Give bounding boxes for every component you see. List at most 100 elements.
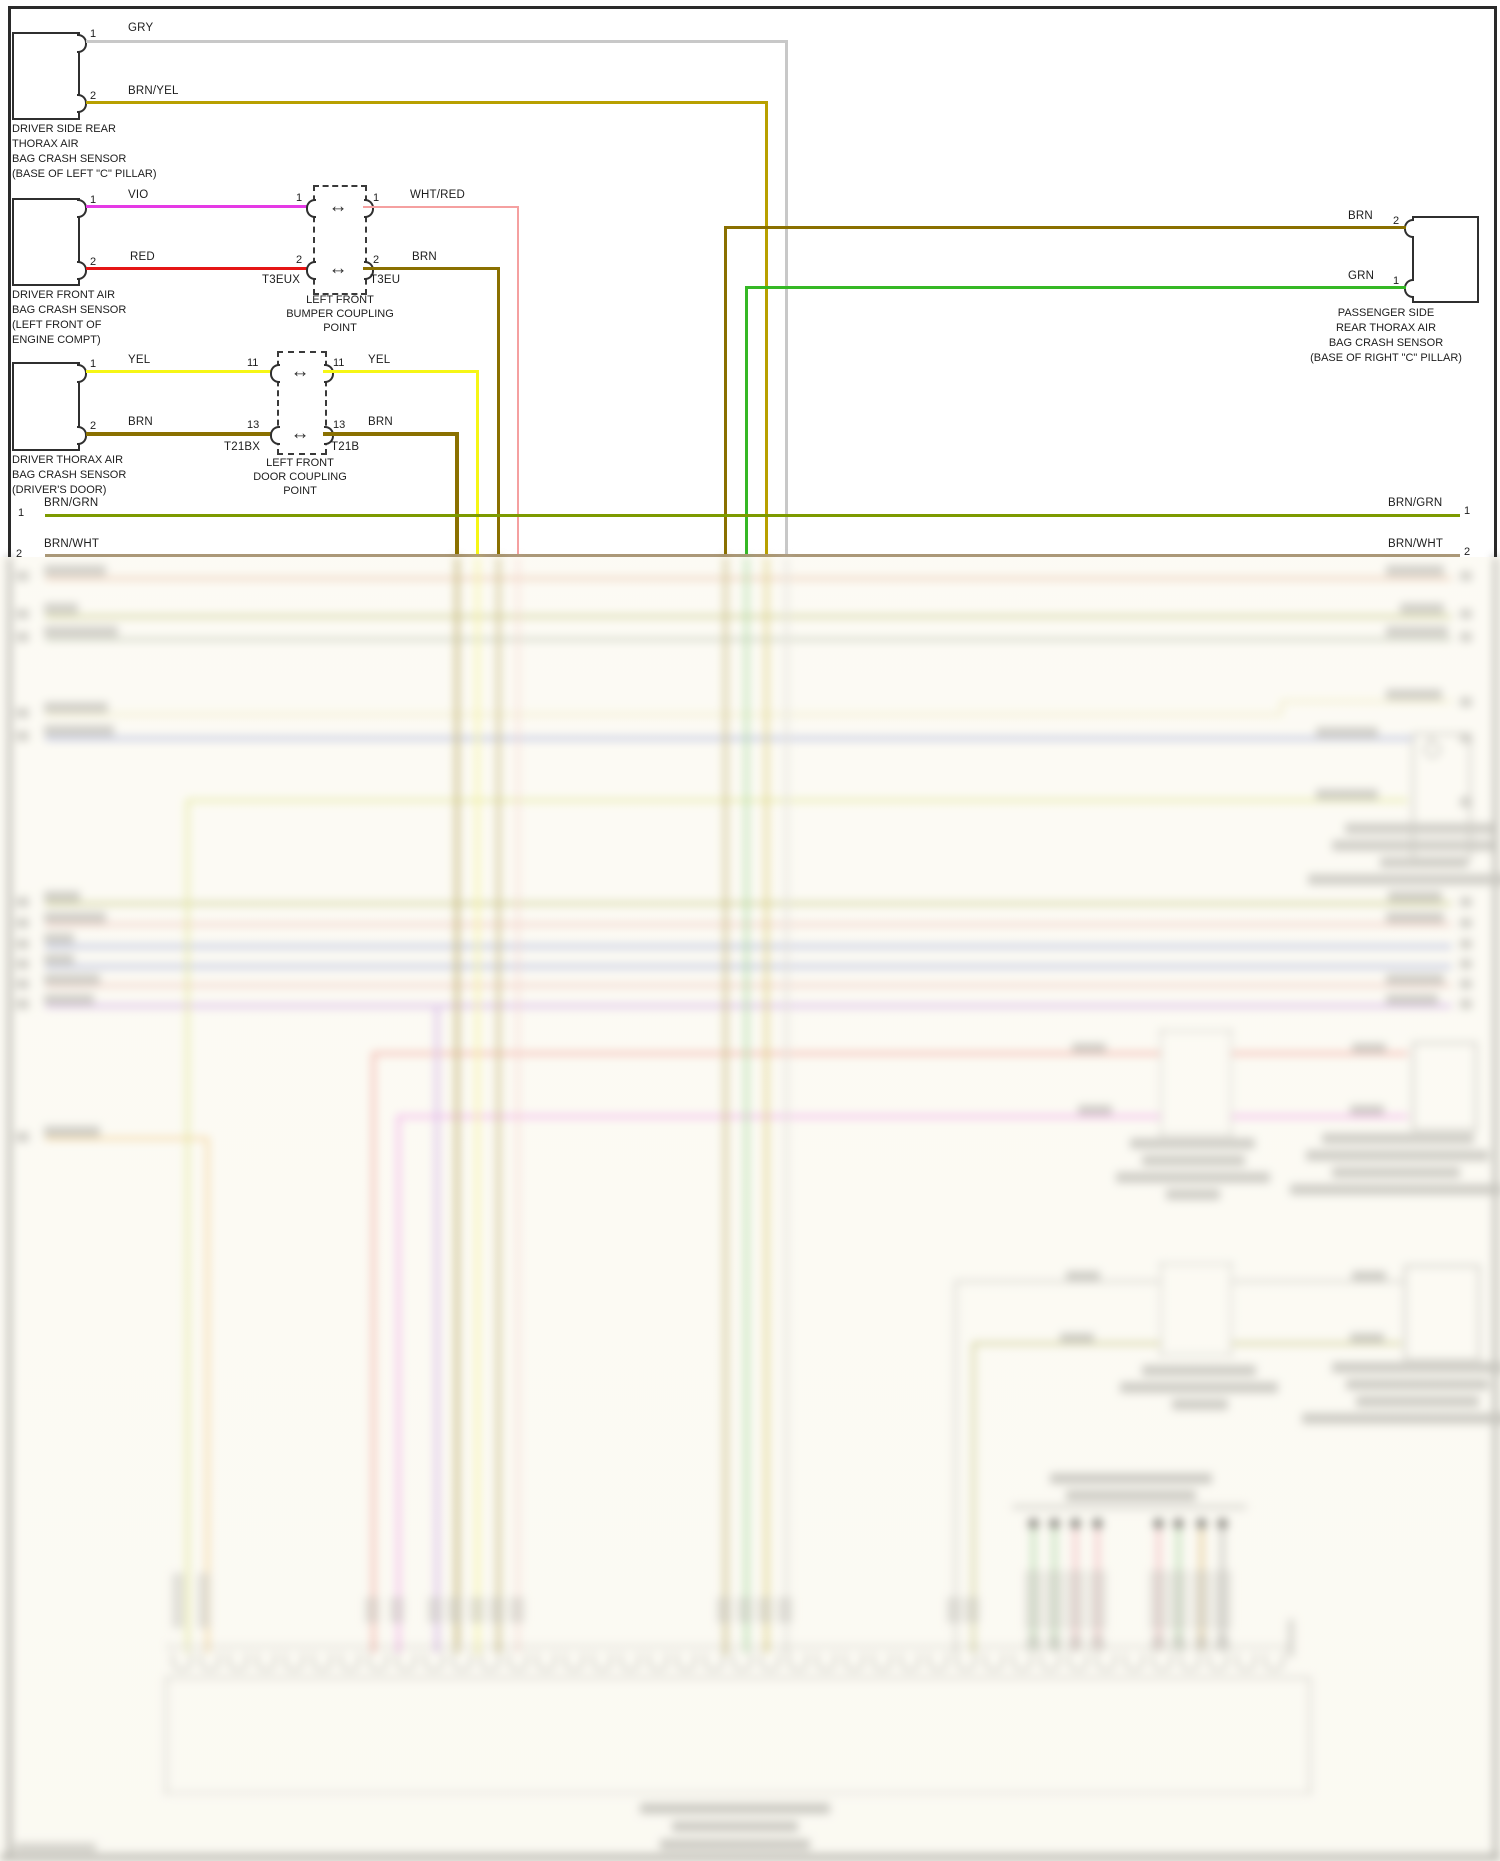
pin-number: 1: [296, 192, 303, 204]
blurred-shape: [1460, 979, 1472, 989]
blurred-connector-pin: [228, 1653, 248, 1671]
coupling-caption: LEFT FRONT DOOR COUPLING POINT: [253, 457, 347, 497]
blurred-shape: [517, 557, 519, 1655]
wire-label-brn: BRN: [128, 416, 153, 428]
blurred-shape: [45, 964, 1452, 969]
blurred-shape: [1170, 1570, 1187, 1630]
blurred-shape: [44, 974, 100, 985]
blurred-shape: [1193, 1570, 1210, 1630]
blurred-connector-pin: [732, 1653, 752, 1671]
wire-brn-yel: [86, 101, 768, 104]
wire-grn-vertical: [745, 286, 748, 557]
blurred-terminal-dot: [1153, 1518, 1164, 1529]
wire-wht-red-vertical: [517, 206, 519, 557]
blurred-shape: [8, 557, 11, 1856]
pin-number: 11: [333, 357, 345, 369]
blurred-shape: [1280, 700, 1283, 714]
blurred-shape: [45, 944, 1452, 949]
blurred-terminal-dot: [1092, 1518, 1103, 1529]
frame-right: [1494, 6, 1497, 557]
blurred-shape: [1048, 1635, 1061, 1651]
blurred-shape: [1388, 891, 1442, 902]
blurred-connector-pin: [592, 1653, 612, 1671]
blurred-shape: [1306, 1150, 1489, 1161]
wire-brn-2: [323, 432, 459, 436]
blurred-shape: [1172, 1635, 1185, 1651]
blurred-shape: [45, 923, 1452, 926]
wire-label-yel: YEL: [128, 354, 151, 366]
blurred-connector-pin: [312, 1653, 332, 1671]
blurred-shape: [186, 799, 1408, 802]
blurred-shape: [16, 999, 29, 1009]
wire-label-brn-yel: BRN/YEL: [128, 85, 179, 97]
blurred-shape: [44, 954, 74, 965]
blurred-shape: [1069, 1635, 1082, 1651]
pin-number: 1: [1393, 275, 1400, 287]
blurred-shape: [44, 891, 80, 902]
blurred-shape: [1316, 789, 1378, 800]
blurred-shape: [1386, 626, 1448, 637]
blurred-connector-pin: [704, 1653, 724, 1671]
blurred-connector-pin: [1180, 1653, 1200, 1671]
pin-number: 13: [333, 419, 346, 431]
wire-wht-red: [363, 206, 519, 208]
blurred-shape: [397, 1115, 1408, 1118]
wire-brn: [363, 267, 499, 270]
blurred-connector-pin: [844, 1653, 864, 1671]
blurred-shape: [1460, 999, 1472, 1009]
blurred-region: [0, 557, 1500, 1861]
coupling-arrow-icon: [277, 423, 323, 445]
blurred-shape: [1352, 1043, 1386, 1053]
blurred-shape: [1494, 557, 1497, 1856]
coupling-code: T21BX: [224, 441, 261, 453]
blurred-shape: [45, 638, 1452, 641]
blurred-connector-pin: [368, 1653, 388, 1671]
blurred-connector-pin: [536, 1653, 556, 1671]
coupling-code: T3EUX: [262, 274, 301, 286]
blurred-shape: [1172, 1399, 1228, 1410]
wire-vio: [86, 205, 314, 208]
blurred-shape: [44, 702, 108, 713]
blurred-shape: [45, 1137, 206, 1140]
blurred-shape: [1130, 1138, 1255, 1149]
blurred-connector-pin: [984, 1653, 1004, 1671]
wire-gry-vertical: [785, 40, 788, 557]
blurred-shape: [16, 1132, 29, 1142]
blurred-shape: [372, 1052, 375, 1655]
blurred-shape: [1066, 1490, 1196, 1501]
blurred-shape: [1430, 733, 1432, 743]
blurred-shape: [16, 939, 29, 949]
blurred-connector-pin: [1208, 1653, 1228, 1671]
blurred-shape: [1460, 918, 1472, 928]
blurred-terminal-dot: [1049, 1518, 1060, 1529]
wire-brn-yel-vertical: [765, 101, 768, 557]
wire-label-brn: BRN: [412, 251, 437, 263]
blurred-shape: [1012, 1504, 1247, 1510]
blurred-shape: [0, 1853, 1500, 1861]
blurred-shape: [45, 736, 1412, 741]
pin-arc-icon: [77, 34, 87, 53]
blurred-connector-pin: [424, 1653, 444, 1671]
blurred-shape: [455, 557, 459, 1655]
blurred-shape: [1460, 939, 1472, 949]
blurred-connector-pin: [872, 1653, 892, 1671]
blurred-shape: [1386, 689, 1442, 700]
blurred-shape: [765, 557, 768, 1655]
wire-label-red: RED: [130, 251, 155, 263]
blurred-shape: [1400, 603, 1444, 614]
blurred-shape: [1150, 1570, 1167, 1630]
blurred-shape: [1322, 1133, 1474, 1144]
blurred-squib-icon: [1424, 741, 1441, 758]
blurred-shape: [44, 725, 114, 736]
blurred-shape: [1116, 1172, 1270, 1183]
frame-top: [8, 6, 1497, 9]
sensor-box-passenger-side-rear: [1412, 216, 1479, 303]
blurred-shape: [947, 1597, 961, 1623]
blurred-shape: [1460, 632, 1472, 642]
blurred-shape: [1386, 565, 1444, 576]
blurred-shape: [1460, 733, 1472, 743]
blurred-connector-pin: [508, 1653, 528, 1671]
blurred-shape: [428, 1597, 442, 1623]
blurred-shape: [44, 994, 94, 1005]
blurred-shape: [1346, 1379, 1489, 1390]
